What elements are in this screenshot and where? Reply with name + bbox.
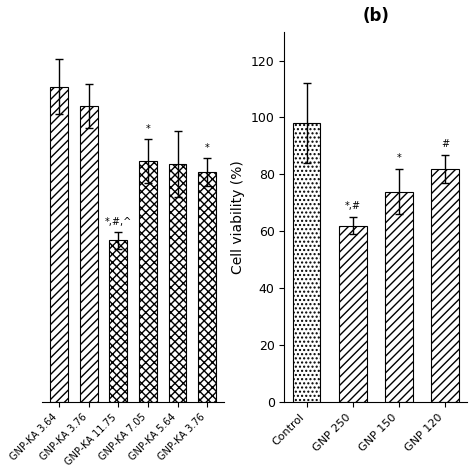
Bar <box>169 164 186 402</box>
Text: *: * <box>396 153 401 163</box>
Bar <box>293 123 320 402</box>
Bar <box>109 240 127 402</box>
Y-axis label: Cell viability (%): Cell viability (%) <box>231 160 246 274</box>
Bar <box>80 106 98 402</box>
Text: *,#: *,# <box>345 201 361 211</box>
Bar <box>431 169 459 402</box>
Bar <box>198 172 216 402</box>
Text: *: * <box>205 143 210 153</box>
Text: #: # <box>441 139 449 149</box>
Title: (b): (b) <box>362 7 389 25</box>
Bar <box>385 191 413 402</box>
Bar <box>139 161 157 402</box>
Bar <box>50 87 68 402</box>
Bar <box>339 226 366 402</box>
Text: *: * <box>146 124 150 134</box>
Text: *,#,^: *,#,^ <box>105 217 132 227</box>
